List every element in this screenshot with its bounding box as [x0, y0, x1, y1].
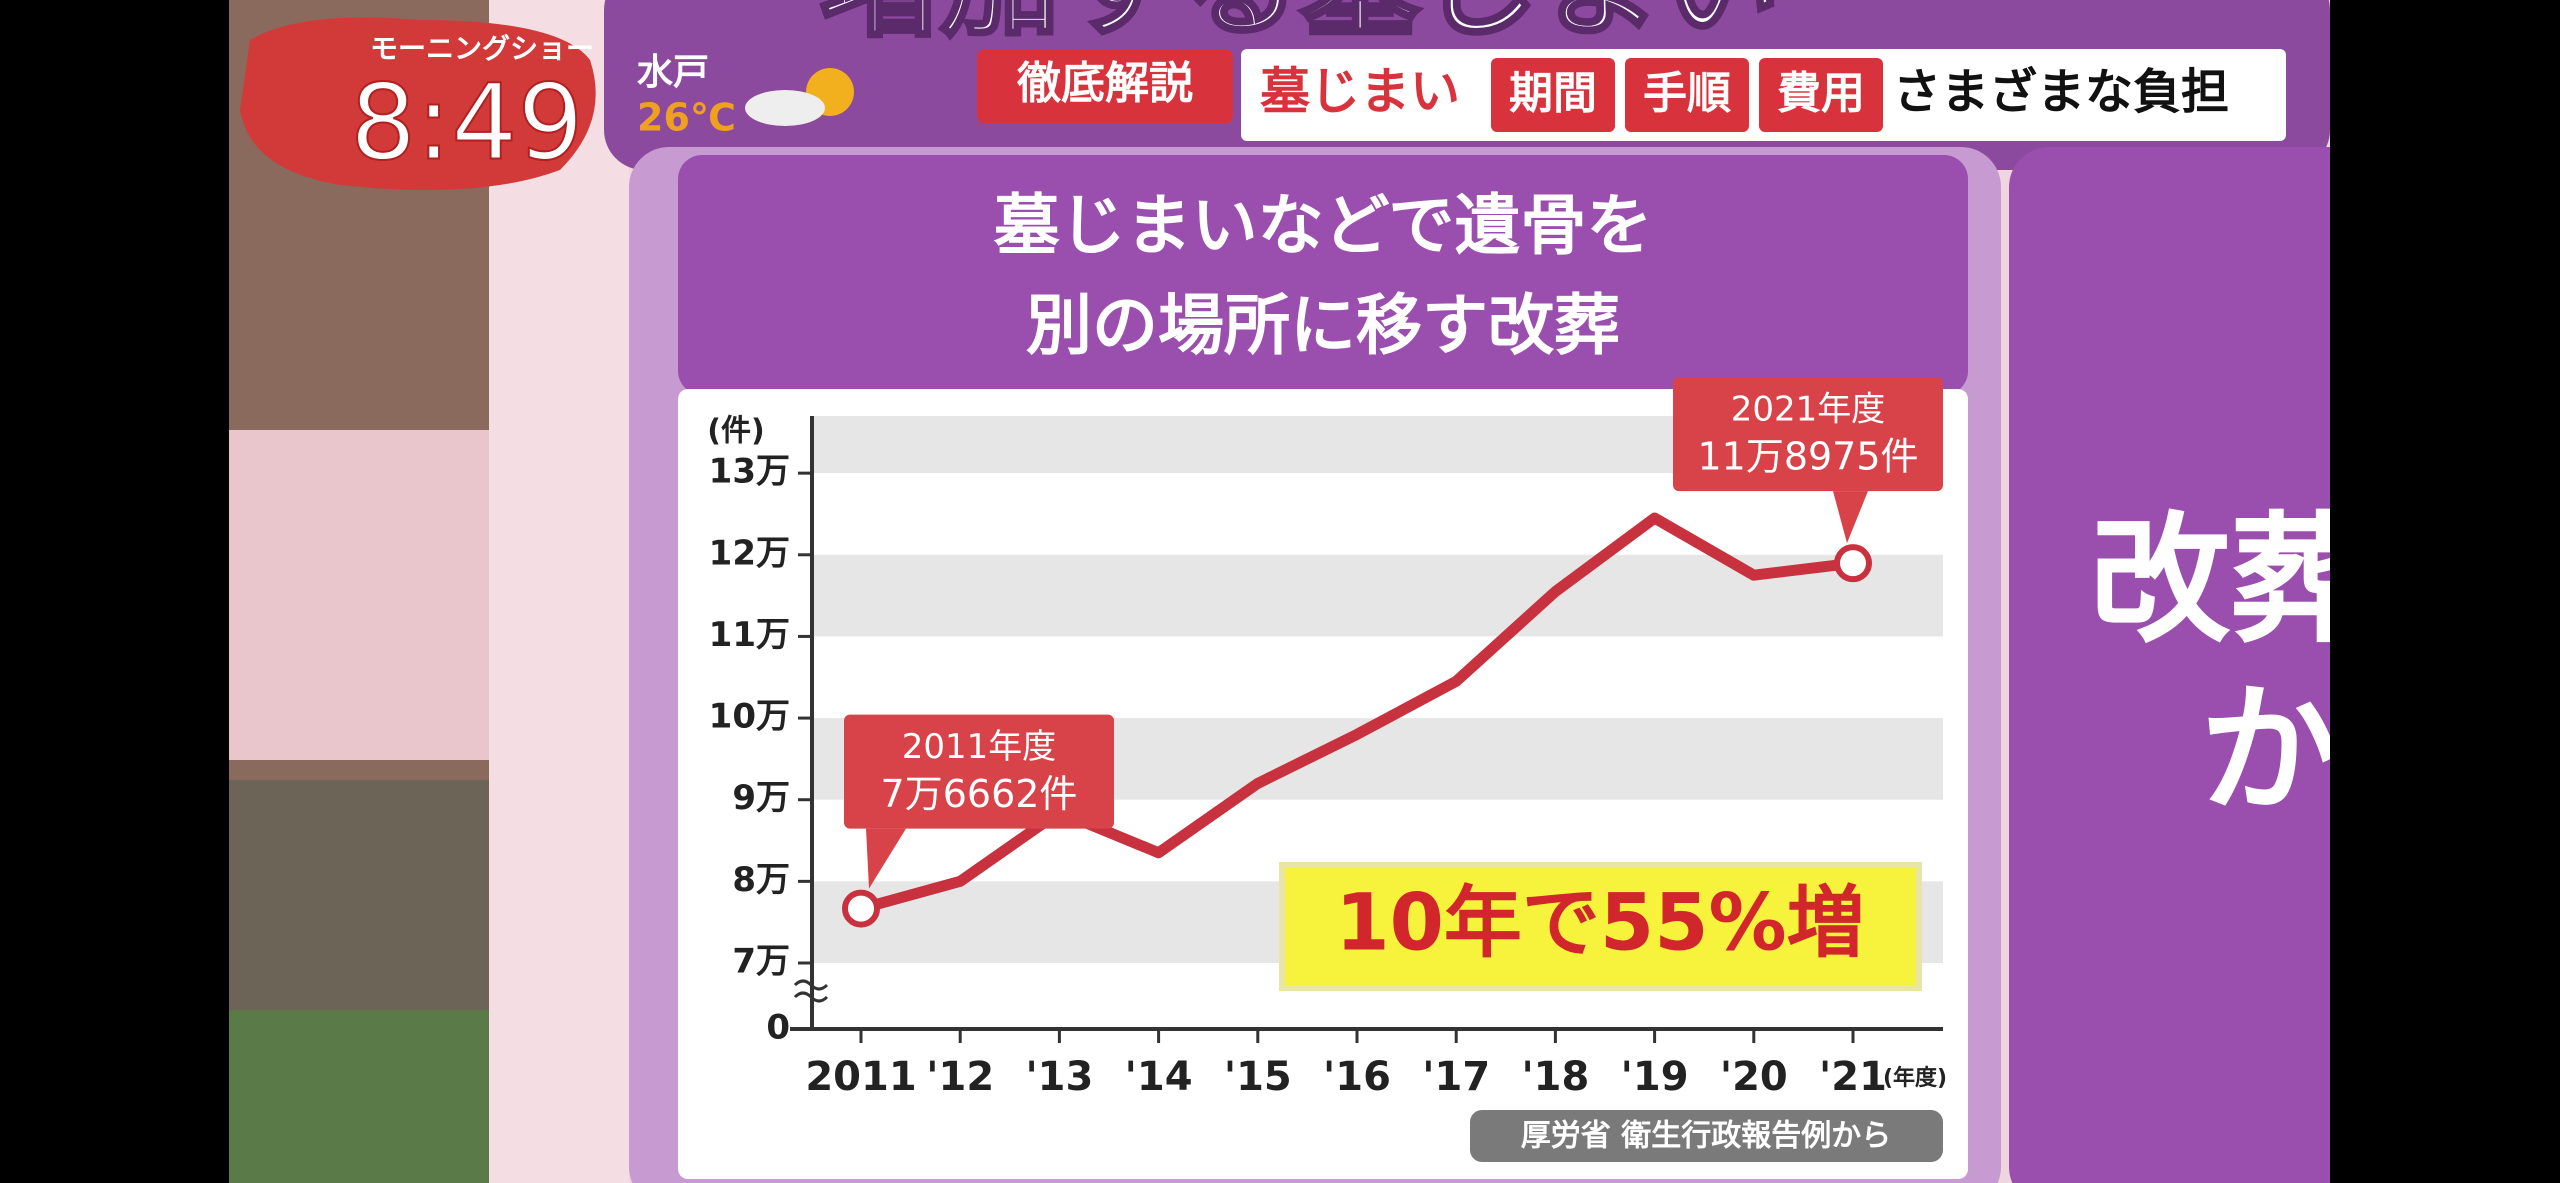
- banner-tail: さまざまな負担: [1893, 64, 2229, 120]
- x-tick-label: '14: [1125, 1054, 1193, 1100]
- banner-label: 徹底解説: [1016, 58, 1193, 109]
- weather-temp: 26℃: [637, 96, 736, 140]
- banner-tag-box: [1625, 58, 1749, 132]
- x-tick-label: '16: [1323, 1054, 1391, 1100]
- y-tick-label: 11万: [709, 615, 790, 655]
- banner-tag: 費用: [1777, 68, 1865, 119]
- data-point: [842, 889, 880, 928]
- y-tick-label: 7万: [732, 942, 790, 982]
- source-box: [1470, 1110, 1943, 1162]
- x-tick-label: '18: [1521, 1054, 1589, 1100]
- y-tick-label: 13万: [709, 452, 790, 492]
- y-tick-label: 10万: [709, 697, 790, 737]
- banner-tag-box: [1491, 58, 1615, 132]
- data-line: [859, 512, 1854, 914]
- callout-box: [844, 714, 1114, 829]
- studio-pillar: [489, 0, 629, 1183]
- headline: 増加する墓じまい: [820, 0, 1780, 54]
- callout-title: 2021年度: [1731, 390, 1886, 430]
- banner-tags: 期間 手順 費用: [1491, 58, 1883, 132]
- weather-city: 水戸: [636, 52, 709, 93]
- banner-tag: 期間: [1509, 68, 1597, 119]
- banner-topic: 墓じまい: [1260, 63, 1460, 121]
- x-tick-label: '12: [926, 1054, 994, 1100]
- banner-tag-box: [1759, 58, 1883, 132]
- highlight: 10年で55%増: [1335, 878, 1864, 968]
- highlight-box: [1279, 862, 1922, 991]
- plot: 0 7万 8万 9万 10万 11万 12万 13万(件) 2011'12 '13 '14 '15 '1…: [707, 377, 1947, 1162]
- x-tick-label: '15: [1224, 1054, 1292, 1100]
- x-tick-label: '17: [1422, 1054, 1490, 1100]
- chart-title: 別の場所に移す改葬: [1026, 287, 1620, 364]
- axis-break: [793, 979, 829, 1003]
- clock: 8:49: [350, 61, 584, 183]
- program-name: モーニングショー: [370, 32, 594, 65]
- studio-window: [229, 430, 489, 760]
- letterbox-right: [2330, 0, 2560, 1183]
- chart-title-box: [678, 155, 1968, 395]
- x-tick-label: 2011: [805, 1054, 916, 1100]
- grid-band: [812, 554, 1943, 637]
- x-tick-label: '13: [1025, 1054, 1093, 1100]
- callout-box: [1673, 377, 1943, 492]
- y-tick-label: 8万: [732, 860, 790, 900]
- banner-label-box: [977, 49, 1233, 123]
- chart-title: 墓じまいなどで遺骨を: [994, 187, 1653, 264]
- y-tick-label: 9万: [732, 778, 790, 818]
- callout-tail: [1833, 491, 1868, 544]
- x-tick-label: '19: [1621, 1054, 1689, 1100]
- callout-title: 2011年度: [902, 727, 1057, 767]
- banner-tag: 手順: [1643, 68, 1731, 119]
- y-unit: (件): [707, 414, 764, 449]
- value-label: 7万6662件: [881, 772, 1078, 816]
- side-panel-text: 改葬: [2090, 500, 2370, 663]
- weather-cloud: [745, 90, 825, 126]
- x-tick-label: '20: [1720, 1054, 1788, 1100]
- data-point: [1834, 544, 1872, 583]
- x-tick-label: '21: [1819, 1054, 1887, 1100]
- program-logo: [240, 17, 596, 190]
- side-panel: [2009, 147, 2369, 1183]
- x-unit: (年度): [1883, 1065, 1947, 1091]
- y-tick-label: 12万: [709, 533, 790, 573]
- source: 厚労省 衛生行政報告例から: [1521, 1119, 1891, 1154]
- y-tick-label: 0: [766, 1008, 790, 1048]
- value-label: 11万8975件: [1697, 435, 1918, 479]
- studio-plant: [229, 1010, 489, 1183]
- callout-tail: [866, 828, 906, 889]
- letterbox-left: [0, 0, 229, 1183]
- side-panel-text: か: [2200, 670, 2340, 833]
